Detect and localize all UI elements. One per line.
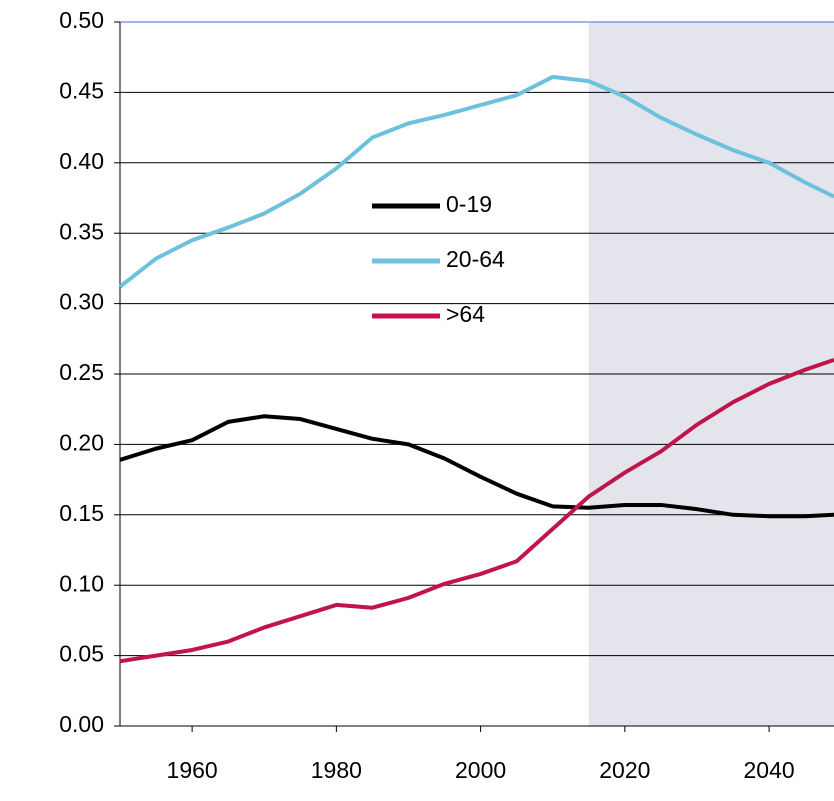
x-tick-label: 1980 xyxy=(311,757,362,783)
legend-label: 0-19 xyxy=(446,191,492,217)
x-tick-label: 2020 xyxy=(599,757,650,783)
y-tick-label: 0.05 xyxy=(59,641,104,667)
y-tick-label: 0.20 xyxy=(59,429,104,455)
y-tick-label: 0.25 xyxy=(59,359,104,385)
y-tick-label: 0.00 xyxy=(59,711,104,737)
series-line xyxy=(119,358,834,664)
y-tick-label: 0.40 xyxy=(59,148,104,174)
legend-label: >64 xyxy=(446,301,485,327)
series-line xyxy=(118,74,834,289)
y-tick-label: 0.30 xyxy=(59,289,104,315)
y-tick-label: 0.50 xyxy=(59,7,104,33)
x-tick-label: 2040 xyxy=(744,757,795,783)
series-line xyxy=(119,414,834,519)
x-tick-label: 2000 xyxy=(455,757,506,783)
y-tick-label: 0.15 xyxy=(59,500,104,526)
y-tick-label: 0.10 xyxy=(59,570,104,596)
y-tick-label: 0.45 xyxy=(59,77,104,103)
legend-label: 20-64 xyxy=(446,246,505,272)
x-tick-label: 1960 xyxy=(167,757,218,783)
y-tick-label: 0.35 xyxy=(59,218,104,244)
